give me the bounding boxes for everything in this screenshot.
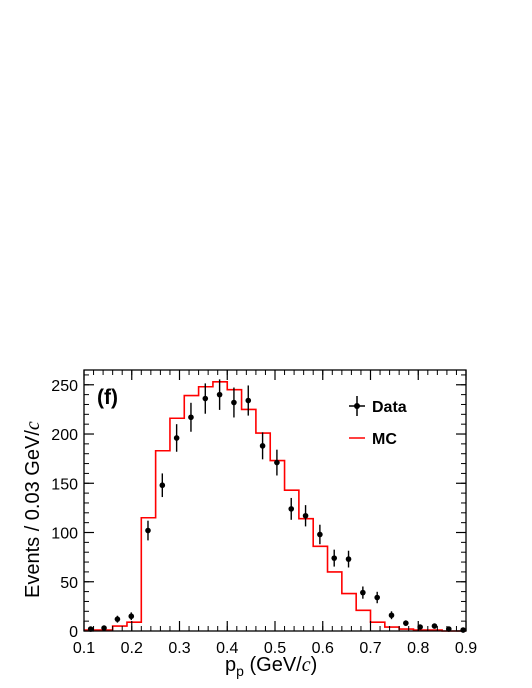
panel-label: (f) [97,386,118,409]
data-point [317,524,323,545]
data-point [431,623,438,629]
legend-data-marker [349,396,365,416]
data-point-marker [128,613,135,620]
x-axis-label: pp (GeV/c) [225,654,317,679]
data-point-marker [360,589,366,596]
data-point [374,591,380,604]
data-point-marker [159,482,166,489]
data-point-marker [114,616,121,622]
legend-data-label: Data [372,399,407,416]
data-point [231,387,237,418]
data-point [259,432,266,460]
x-tick-label: 0.4 [216,640,238,657]
x-tick-label: 0.8 [407,640,429,657]
data-point [302,505,309,527]
data-point [202,383,209,414]
y-tick-label: 0 [69,624,78,641]
data-point-marker [460,627,466,633]
data-point-marker [331,555,338,561]
data-point [460,627,466,633]
data-point-marker [374,594,380,601]
data-point [188,402,194,432]
legend: Data MC [349,396,407,448]
data-point-marker [173,435,180,441]
data-point [403,620,409,626]
y-tick-label: 100 [51,526,78,543]
data-point-marker [388,612,395,619]
data-point-marker [274,459,280,466]
data-point-marker [403,620,409,626]
legend-mc-label: MC [372,431,397,448]
data-point-marker [345,556,352,562]
data-point [331,549,338,567]
data-point-marker [231,399,237,406]
data-point-marker [431,623,438,629]
data-point [360,586,366,599]
mc-histogram [84,381,466,632]
data-point [128,612,135,621]
data-point [245,385,252,416]
data-point-marker [317,531,323,538]
x-tick-label: 0.5 [264,640,286,657]
data-point-marker [101,625,107,631]
data-point-marker [302,512,309,519]
data-point [216,379,223,410]
x-tick-label: 0.6 [312,640,334,657]
data-point [288,497,295,520]
data-point-marker [145,527,151,534]
data-point [159,473,166,498]
data-point [101,625,107,631]
data-point [388,611,395,620]
data-point-marker [288,506,295,512]
data-point [173,424,180,452]
y-tick-label: 250 [51,378,78,395]
data-point-marker [216,391,223,398]
data-point [114,615,121,623]
x-tick-label: 0.7 [359,640,381,657]
data-point-marker [202,395,209,402]
x-tick-label: 0.1 [73,640,95,657]
data-point [145,520,151,541]
data-point-marker [245,397,252,404]
data-point [274,449,280,476]
data-point [345,550,352,568]
y-axis-label: Events / 0.03 GeV/c [22,421,44,598]
x-tick-label: 0.2 [121,640,143,657]
x-tick-label: 0.3 [168,640,190,657]
y-tick-label: 50 [60,575,78,592]
x-tick-label: 0.9 [455,640,477,657]
data-point-marker [188,414,194,421]
y-tick-label: 150 [51,476,78,493]
y-tick-label: 200 [51,427,78,444]
data-point-marker [259,443,266,449]
